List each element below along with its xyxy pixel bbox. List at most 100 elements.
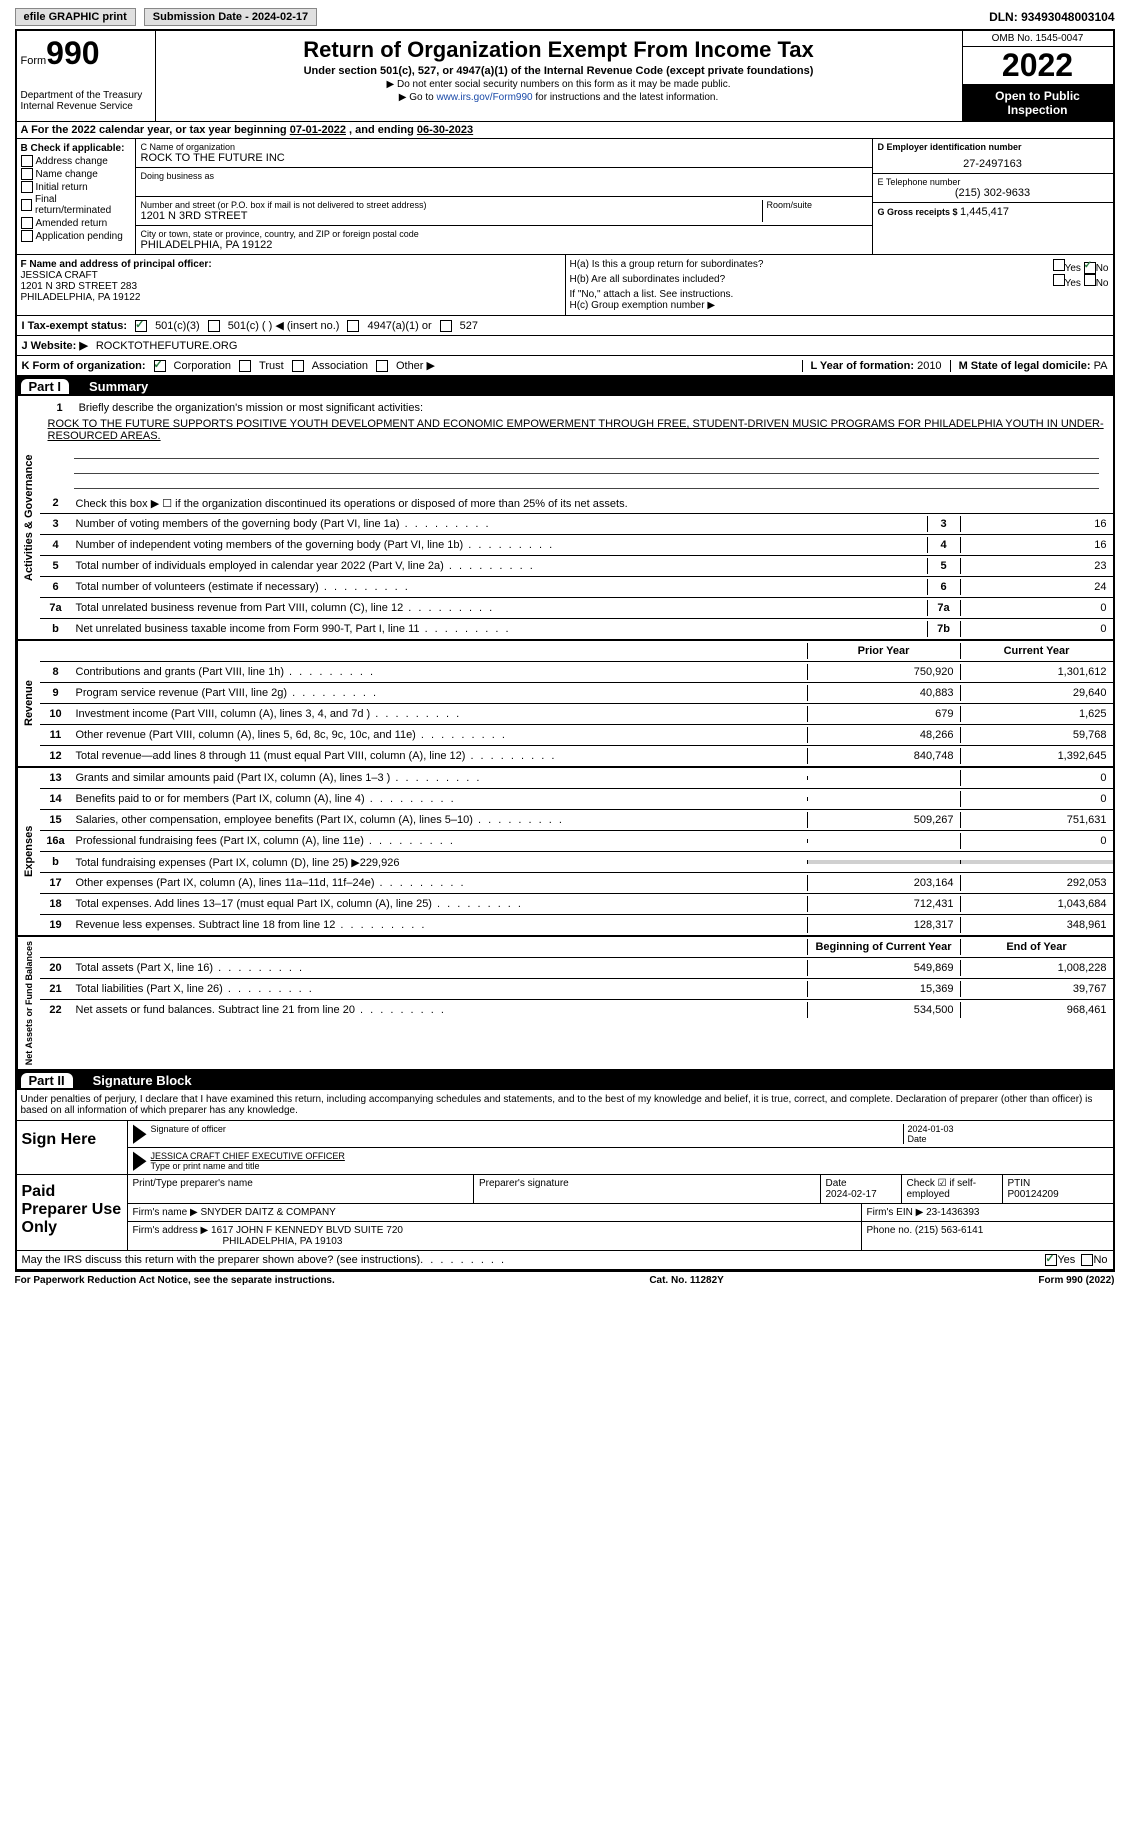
- street-value: 1201 N 3RD STREET: [141, 210, 758, 222]
- cb-address-change[interactable]: [21, 155, 33, 167]
- name-title-label: Type or print name and title: [151, 1161, 1108, 1171]
- tel-label: E Telephone number: [878, 177, 1108, 187]
- gross-label: G Gross receipts $: [878, 207, 961, 217]
- summary-row: 18Total expenses. Add lines 13–17 (must …: [40, 894, 1113, 915]
- hc-label: H(c) Group exemption number ▶: [570, 300, 1109, 311]
- summary-row: 15Salaries, other compensation, employee…: [40, 810, 1113, 831]
- cb-hb-no[interactable]: [1084, 274, 1096, 286]
- prep-date: 2024-02-17: [826, 1189, 896, 1200]
- ptin-value: P00124209: [1008, 1189, 1108, 1200]
- vtab-netassets: Net Assets or Fund Balances: [17, 937, 40, 1069]
- summary-row: 13Grants and similar amounts paid (Part …: [40, 768, 1113, 789]
- vtab-expenses: Expenses: [17, 768, 40, 935]
- cb-ha-yes[interactable]: [1053, 259, 1065, 271]
- summary-row: 10Investment income (Part VIII, column (…: [40, 704, 1113, 725]
- cb-hb-yes[interactable]: [1053, 274, 1065, 286]
- part2-header: Part II Signature Block: [15, 1071, 1115, 1090]
- summary-row: 14Benefits paid to or for members (Part …: [40, 789, 1113, 810]
- hdr-current-year: Current Year: [960, 643, 1113, 659]
- officer-addr1: 1201 N 3RD STREET 283: [21, 281, 561, 292]
- officer-name-title: JESSICA CRAFT CHIEF EXECUTIVE OFFICER: [151, 1151, 1108, 1161]
- state-domicile: PA: [1094, 360, 1108, 372]
- part1-header: Part I Summary: [15, 377, 1115, 396]
- city-value: PHILADELPHIA, PA 19122: [141, 239, 867, 251]
- cb-4947[interactable]: [347, 320, 359, 332]
- efile-button[interactable]: efile GRAPHIC print: [15, 8, 136, 26]
- arrow-icon: [133, 1151, 147, 1171]
- cb-527[interactable]: [440, 320, 452, 332]
- cb-final-return[interactable]: [21, 199, 33, 211]
- line2-text: Check this box ▶ ☐ if the organization d…: [72, 495, 1113, 512]
- cb-application-pending[interactable]: [21, 230, 33, 242]
- sig-officer-label: Signature of officer: [151, 1124, 226, 1134]
- irs-link[interactable]: www.irs.gov/Form990: [436, 92, 532, 103]
- ein-value: 27-2497163: [878, 158, 1108, 170]
- officer-addr2: PHILADELPHIA, PA 19122: [21, 292, 561, 303]
- summary-row: 7aTotal unrelated business revenue from …: [40, 598, 1113, 619]
- cb-other[interactable]: [376, 360, 388, 372]
- summary-row: 8Contributions and grants (Part VIII, li…: [40, 662, 1113, 683]
- cb-ha-no[interactable]: [1084, 262, 1096, 274]
- sig-date-label: Date: [908, 1134, 1108, 1144]
- submission-label: Submission Date -: [153, 11, 252, 23]
- summary-row: 11Other revenue (Part VIII, column (A), …: [40, 725, 1113, 746]
- discuss-question: May the IRS discuss this return with the…: [22, 1254, 421, 1266]
- summary-row: bNet unrelated business taxable income f…: [40, 619, 1113, 639]
- arrow-icon: [133, 1124, 147, 1144]
- omb-number: OMB No. 1545-0047: [963, 31, 1113, 47]
- cb-corp[interactable]: [154, 360, 166, 372]
- gross-value: 1,445,417: [960, 206, 1009, 218]
- cb-initial-return[interactable]: [21, 181, 33, 193]
- firm-phone: (215) 563-6141: [915, 1225, 983, 1236]
- row-a-period: A For the 2022 calendar year, or tax yea…: [15, 121, 1115, 139]
- form-number: 990: [46, 35, 99, 71]
- cb-assoc[interactable]: [292, 360, 304, 372]
- hb-label: H(b) Are all subordinates included?: [570, 274, 726, 289]
- row-j-label: J Website: ▶: [22, 339, 88, 352]
- year-formation: 2010: [917, 360, 941, 372]
- summary-row: 19Revenue less expenses. Subtract line 1…: [40, 915, 1113, 935]
- vtab-governance: Activities & Governance: [17, 396, 40, 639]
- dept-text: Department of the Treasury Internal Reve…: [21, 90, 151, 112]
- summary-row: 17Other expenses (Part IX, column (A), l…: [40, 873, 1113, 894]
- cb-501c3[interactable]: [135, 320, 147, 332]
- cb-trust[interactable]: [239, 360, 251, 372]
- cb-amended[interactable]: [21, 217, 33, 229]
- cb-501c[interactable]: [208, 320, 220, 332]
- dln: DLN: 93493048003104: [989, 10, 1114, 24]
- tel-value: (215) 302-9633: [878, 187, 1108, 199]
- open-public-badge: Open to Public Inspection: [963, 85, 1113, 121]
- sig-intro: Under penalties of perjury, I declare th…: [17, 1090, 1113, 1121]
- ha-label: H(a) Is this a group return for subordin…: [570, 259, 764, 274]
- form-title: Return of Organization Exempt From Incom…: [160, 37, 958, 63]
- suite-label: Room/suite: [767, 200, 867, 210]
- row-k-label: K Form of organization:: [22, 360, 146, 372]
- paid-preparer-label: Paid Preparer Use Only: [17, 1175, 128, 1250]
- cb-discuss-no[interactable]: [1081, 1254, 1093, 1266]
- summary-row: 21Total liabilities (Part X, line 26)15,…: [40, 979, 1113, 1000]
- top-bar: efile GRAPHIC print Submission Date - 20…: [15, 5, 1115, 29]
- dba-value: [141, 181, 867, 193]
- summary-row: 22Net assets or fund balances. Subtract …: [40, 1000, 1113, 1020]
- note-link: ▶ Go to www.irs.gov/Form990 for instruct…: [160, 92, 958, 103]
- ein-label: D Employer identification number: [878, 142, 1108, 152]
- website-value: ROCKTOTHEFUTURE.ORG: [96, 340, 238, 352]
- summary-row: 3Number of voting members of the governi…: [40, 514, 1113, 535]
- street-label: Number and street (or P.O. box if mail i…: [141, 200, 758, 210]
- firm-name: SNYDER DAITZ & COMPANY: [200, 1207, 335, 1218]
- cb-name-change[interactable]: [21, 168, 33, 180]
- officer-label: F Name and address of principal officer:: [21, 259, 561, 270]
- cb-discuss-yes[interactable]: [1045, 1254, 1057, 1266]
- submission-button[interactable]: Submission Date - 2024-02-17: [144, 8, 317, 26]
- sig-date-value: 2024-01-03: [908, 1124, 1108, 1134]
- summary-row: bTotal fundraising expenses (Part IX, co…: [40, 852, 1113, 873]
- dba-label: Doing business as: [141, 171, 867, 181]
- submission-date: 2024-02-17: [252, 11, 308, 23]
- summary-row: 6Total number of volunteers (estimate if…: [40, 577, 1113, 598]
- summary-row: 20Total assets (Part X, line 16)549,8691…: [40, 958, 1113, 979]
- hdr-end-year: End of Year: [960, 939, 1113, 955]
- mission-text: ROCK TO THE FUTURE SUPPORTS POSITIVE YOU…: [44, 416, 1109, 444]
- form-subtitle: Under section 501(c), 527, or 4947(a)(1)…: [160, 65, 958, 77]
- col-b-checkboxes: B Check if applicable: Address change Na…: [17, 139, 136, 254]
- org-name-label: C Name of organization: [141, 142, 867, 152]
